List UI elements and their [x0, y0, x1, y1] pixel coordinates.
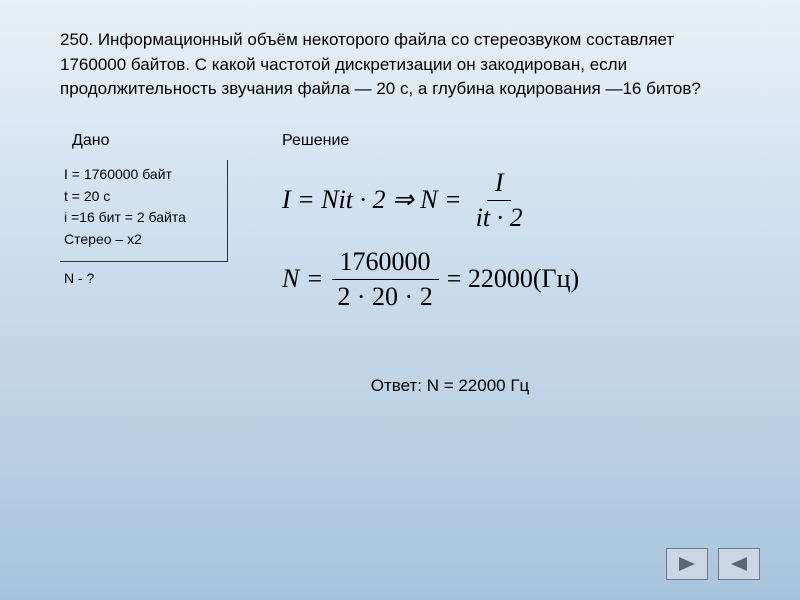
content-area: Дано I = 1760000 байт t = 20 с i =16 бит…	[0, 112, 800, 326]
given-item: i =16 бит = 2 байта	[60, 207, 227, 229]
given-items: I = 1760000 байт t = 20 с i =16 бит = 2 …	[60, 160, 228, 262]
triangle-left-icon	[728, 555, 750, 573]
problem-number: 250.	[60, 30, 93, 49]
prev-button[interactable]	[718, 548, 760, 580]
formula-calculation: N = 1760000 2 · 20 · 2 = 22000(Гц)	[282, 247, 740, 312]
next-button[interactable]	[666, 548, 708, 580]
formula2-lhs: N =	[282, 264, 323, 294]
formula-derivation: I = Nit · 2 ⇒ N = I it · 2	[282, 168, 740, 233]
formula2-fraction: 1760000 2 · 20 · 2	[329, 247, 440, 312]
answer-line: Ответ: N = 22000 Гц	[0, 376, 800, 396]
formula2-rhs: = 22000(Гц)	[447, 264, 579, 294]
formula1-lhs: I = Nit · 2 ⇒ N =	[282, 185, 462, 215]
given-section: Дано I = 1760000 байт t = 20 с i =16 бит…	[60, 132, 260, 326]
formula1-fraction: I it · 2	[468, 168, 531, 233]
problem-statement: 250. Информационный объём некоторого фай…	[0, 0, 800, 112]
solution-title: Решение	[282, 132, 740, 150]
formula1-denominator: it · 2	[468, 201, 531, 233]
formula1-numerator: I	[487, 168, 512, 201]
formula2-denominator: 2 · 20 · 2	[329, 280, 440, 312]
given-item: I = 1760000 байт	[60, 164, 227, 186]
triangle-right-icon	[676, 555, 698, 573]
nav-buttons	[666, 548, 760, 580]
find-item: N - ?	[60, 262, 260, 286]
given-title: Дано	[60, 132, 260, 150]
given-item: t = 20 с	[60, 186, 227, 208]
problem-body: Информационный объём некоторого файла со…	[60, 30, 701, 98]
solution-section: Решение I = Nit · 2 ⇒ N = I it · 2 N = 1…	[260, 132, 740, 326]
formula2-numerator: 1760000	[332, 247, 439, 280]
given-item: Стерео – х2	[60, 229, 227, 251]
